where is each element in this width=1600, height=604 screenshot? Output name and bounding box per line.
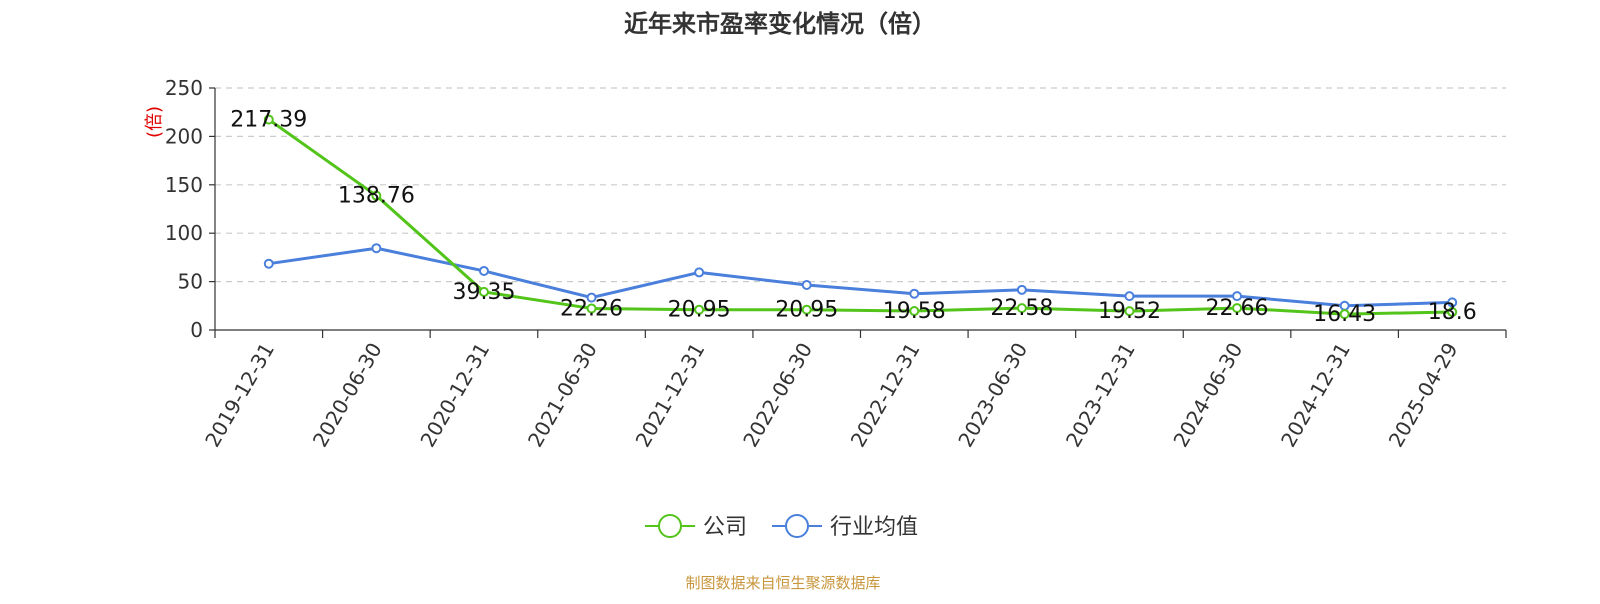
- x-tick-label: 2019-12-31: [200, 339, 279, 452]
- data-point: [586, 303, 597, 314]
- data-label: 22.26: [560, 296, 623, 321]
- x-tick-label: 2020-06-30: [308, 339, 387, 452]
- y-tick-label: 200: [165, 124, 203, 148]
- data-point: [1016, 303, 1027, 314]
- data-point: [478, 265, 489, 276]
- data-point: [1447, 297, 1458, 308]
- x-tick-label: 2021-12-31: [631, 339, 710, 452]
- data-point: [1447, 306, 1458, 317]
- x-tick-label: 2021-06-30: [523, 339, 602, 452]
- series-line: [268, 246, 1453, 308]
- data-point: [1124, 306, 1135, 317]
- legend-item[interactable]: 公司: [645, 514, 747, 540]
- data-label: 16.43: [1313, 302, 1376, 327]
- series-lines: [263, 114, 1458, 320]
- x-tick-label: 2020-12-31: [415, 339, 494, 452]
- data-point: [1016, 284, 1027, 295]
- x-tick-label: 2023-06-30: [953, 339, 1032, 452]
- legend[interactable]: 公司 行业均值: [645, 514, 918, 540]
- data-label: 20.95: [668, 298, 731, 323]
- data-point: [801, 304, 812, 315]
- data-point: [1339, 309, 1350, 320]
- data-point: [478, 286, 489, 297]
- data-point: [371, 190, 382, 201]
- legend-label: 公司: [703, 515, 747, 540]
- x-tick-label: 2024-12-31: [1276, 339, 1355, 452]
- data-point: [1232, 291, 1243, 302]
- data-point: [694, 304, 705, 315]
- data-label: 22.66: [1206, 296, 1269, 321]
- data-point: [263, 114, 274, 125]
- legend-marker-icon: [785, 514, 809, 538]
- y-tick-label: 50: [178, 270, 203, 294]
- x-tick-label: 2023-12-31: [1061, 339, 1140, 452]
- y-tick-label: 100: [165, 221, 203, 245]
- y-tick-label: 0: [190, 318, 203, 342]
- data-label: 22.58: [990, 296, 1053, 321]
- data-point: [371, 243, 382, 254]
- data-point: [694, 267, 705, 278]
- data-label: 217.39: [230, 108, 307, 133]
- data-label: 19.52: [1098, 299, 1161, 324]
- legend-item[interactable]: 行业均值: [772, 514, 918, 540]
- data-point: [263, 258, 274, 269]
- chart-title: 近年来市盈率变化情况（倍）: [624, 10, 936, 38]
- source-note: 制图数据来自恒生聚源数据库: [685, 574, 880, 592]
- data-labels: 217.39 138.76 39.35 22.26 20.95 20.95 19.58 22.…: [230, 108, 1476, 328]
- data-label: 39.35: [452, 280, 515, 305]
- data-label: 20.95: [775, 298, 838, 323]
- legend-label: 行业均值: [830, 515, 918, 540]
- legend-marker-icon: [658, 514, 682, 538]
- axes: 0 50 100 150 200 250 2019-12-31 2020-06-30 2020-…: [165, 76, 1507, 452]
- data-point: [1232, 303, 1243, 314]
- data-point: [586, 292, 597, 303]
- x-tick-label: 2022-12-31: [846, 339, 925, 452]
- data-point: [801, 279, 812, 290]
- data-label: 19.58: [883, 299, 946, 324]
- x-tick-label: 2025-04-29: [1384, 339, 1463, 452]
- y-tick-label: 250: [165, 76, 203, 100]
- x-tick-label: 2024-06-30: [1168, 339, 1247, 452]
- series-line: [267, 118, 1453, 316]
- data-label: 138.76: [338, 184, 415, 209]
- x-tick-label: 2022-06-30: [738, 339, 817, 452]
- y-tick-label: 150: [165, 173, 203, 197]
- data-point: [1124, 291, 1135, 302]
- y-axis-unit-label: (倍): [144, 106, 165, 138]
- data-point: [909, 306, 920, 317]
- data-point: [909, 288, 920, 299]
- data-label: 18.6: [1428, 300, 1477, 325]
